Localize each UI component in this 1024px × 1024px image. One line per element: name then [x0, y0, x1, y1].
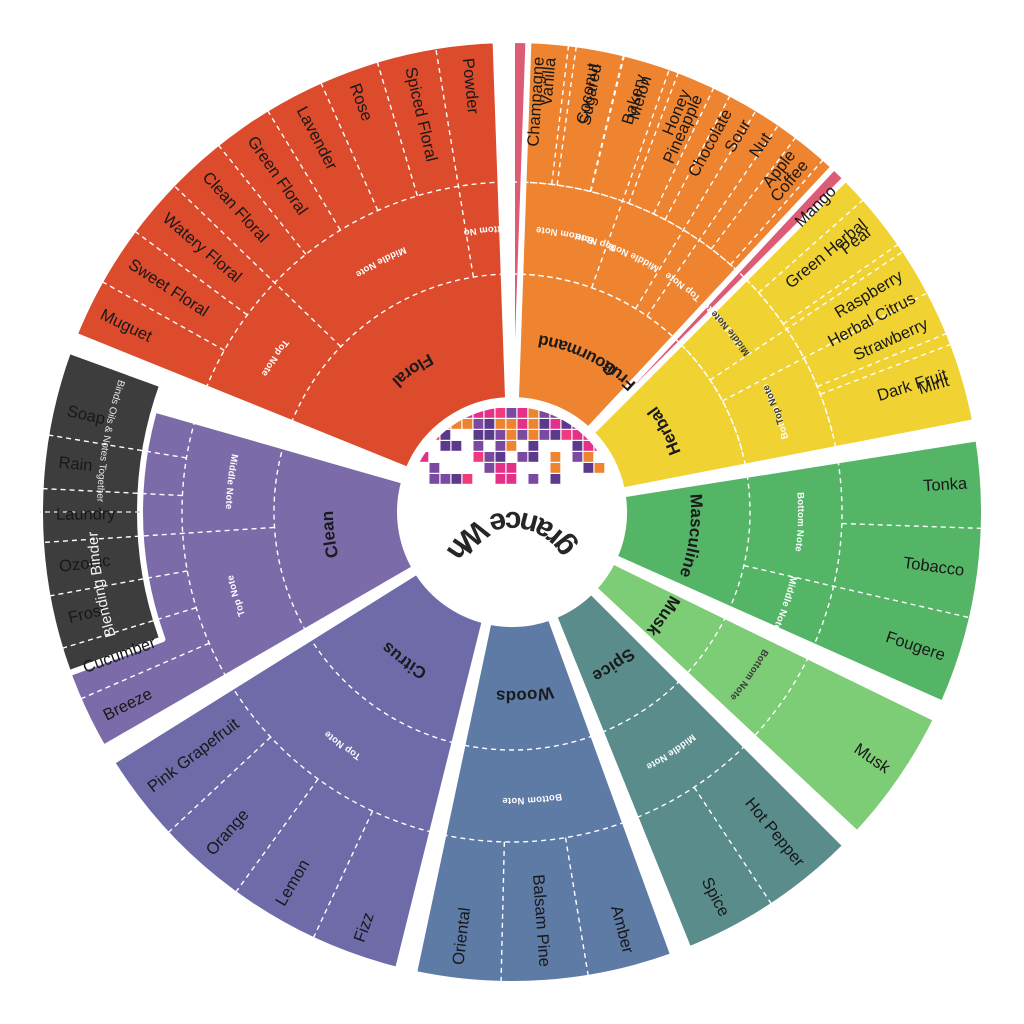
ring-divider — [752, 656, 810, 738]
leaf-divider — [590, 53, 626, 192]
leaf-divider — [40, 487, 183, 497]
leaf-divider — [46, 433, 187, 459]
leaf-divider — [311, 810, 374, 941]
ring-divider — [744, 278, 837, 450]
leaf-divider — [556, 44, 578, 186]
leaf-divider — [758, 197, 866, 294]
ring-divider — [231, 686, 433, 833]
note-divider — [743, 564, 973, 619]
leaf-divider — [664, 93, 732, 220]
family-sector-citrus[interactable] — [108, 568, 488, 973]
family-name-woods: Woods — [495, 683, 555, 706]
note-divider — [646, 122, 781, 317]
note-band-bottom-note: Bottom Note — [792, 492, 806, 553]
leaf-champagne: Champagne — [524, 56, 547, 147]
note-divider — [40, 526, 275, 544]
leaf-vanilla: Vanilla — [537, 56, 559, 106]
note-divider — [434, 46, 475, 278]
ring-divider — [600, 679, 681, 734]
leaf-divider — [841, 522, 984, 530]
leaf-divider — [628, 70, 680, 204]
leaf-divider — [551, 43, 570, 185]
leaf-powder: Powder — [459, 57, 482, 115]
leaf-divider — [710, 135, 798, 250]
leaf-divider — [319, 80, 379, 211]
leaf-tonka: Tonka — [923, 474, 969, 495]
leaf-divider — [60, 607, 197, 650]
leaf-divider — [166, 736, 272, 835]
ring-divider — [205, 181, 501, 389]
leaf-divider — [564, 837, 590, 978]
leaf-divider — [820, 342, 954, 395]
family-sector-spice[interactable] — [550, 588, 849, 953]
ring-divider — [290, 273, 504, 424]
family-sector-musk[interactable] — [590, 558, 940, 837]
ring-divider — [520, 273, 675, 339]
note-divider — [591, 67, 671, 288]
note-divider — [171, 183, 342, 348]
ring-divider — [462, 734, 594, 751]
leaf-divider — [100, 280, 225, 351]
ring-divider — [309, 637, 455, 744]
ring-divider — [679, 343, 747, 467]
family-sector-masculine[interactable] — [611, 435, 987, 707]
leaf-rain: Rain — [58, 454, 94, 476]
leaf-divider — [216, 143, 307, 255]
leaf-divider — [693, 786, 774, 906]
note-divider — [634, 108, 758, 309]
leaf-divider — [500, 841, 506, 984]
divider-layer — [40, 43, 984, 984]
ring-divider — [635, 744, 746, 819]
family-sector-gourmand[interactable] — [512, 37, 837, 434]
family-sector-woods[interactable] — [410, 614, 677, 987]
family-sector-floral[interactable] — [71, 37, 512, 474]
ring-divider — [812, 460, 843, 647]
family-sector-herbal[interactable] — [588, 175, 979, 494]
leaf-divider — [653, 85, 716, 215]
leaf-divider — [729, 157, 826, 266]
ring-divider — [443, 821, 626, 843]
center-hub — [404, 404, 620, 620]
leaf-laundry: Laundry — [56, 505, 117, 523]
ring-divider — [685, 616, 727, 675]
ring-divider — [523, 181, 738, 272]
leaf-divider — [375, 59, 419, 197]
leaf-divider — [589, 53, 625, 192]
leaf-divider — [47, 570, 188, 597]
note-divider — [722, 291, 930, 402]
leaf-divider — [233, 778, 319, 895]
leaf-divider — [132, 229, 248, 316]
leaf-divider — [78, 642, 210, 701]
leaf-divider — [816, 331, 949, 388]
leaf-divider — [265, 108, 341, 231]
note-divider — [709, 249, 906, 381]
leaf-divider — [782, 242, 901, 325]
